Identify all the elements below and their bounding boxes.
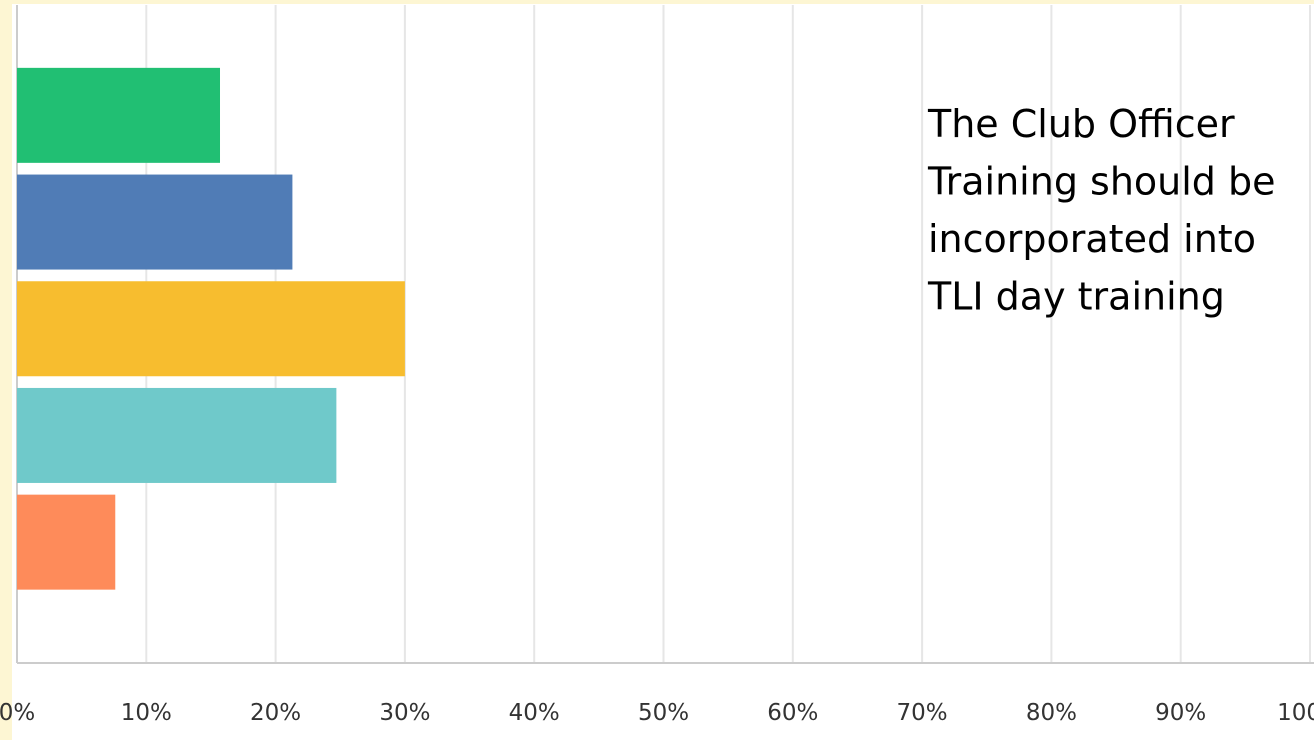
annotation-line: Training should be [927,160,1276,204]
x-tick-label: 20% [250,700,301,726]
x-tick-label: 100% [1277,700,1314,726]
x-tick-label: 0% [0,700,35,726]
annotation-line: The Club Officer [927,102,1235,146]
bar [17,494,116,590]
x-tick-label: 70% [897,700,948,726]
annotation-line: incorporated into [928,217,1256,261]
bar [17,174,293,270]
annotation-line: TLI day training [927,275,1225,319]
x-tick-label: 30% [379,700,430,726]
x-tick-label: 60% [767,700,818,726]
bar [17,281,405,377]
bar [17,387,337,483]
x-tick-label: 50% [638,700,689,726]
x-tick-label: 10% [121,700,172,726]
x-tick-label: 80% [1026,700,1077,726]
x-tick-label: 90% [1155,700,1206,726]
x-tick-label: 40% [509,700,560,726]
bar [17,67,221,163]
